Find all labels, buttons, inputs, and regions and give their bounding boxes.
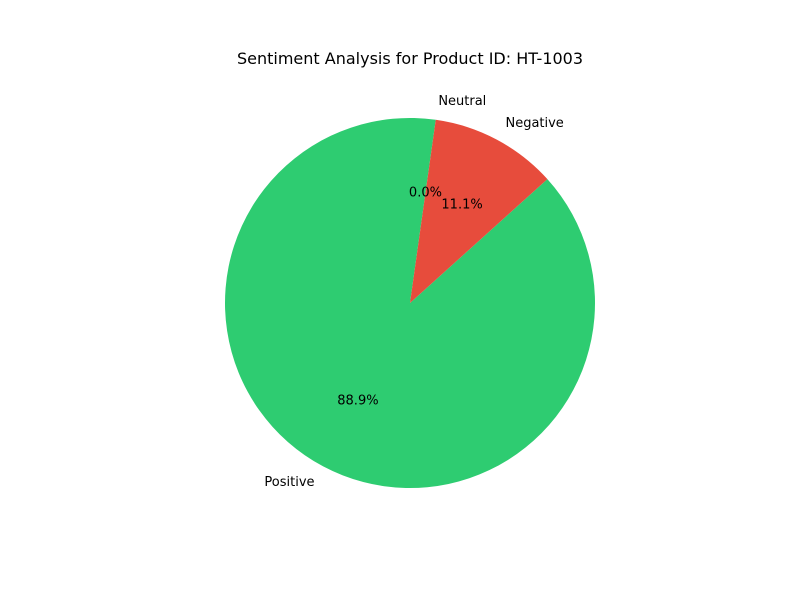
slice-label-negative: Negative: [505, 116, 563, 131]
slice-percent-neutral: 0.0%: [409, 186, 442, 201]
slice-percent-negative: 11.1%: [441, 197, 482, 212]
slice-label-positive: Positive: [264, 475, 314, 490]
pie-slices: [225, 118, 596, 489]
chart-title: Sentiment Analysis for Product ID: HT-10…: [237, 49, 583, 68]
slice-percent-positive: 88.9%: [337, 394, 378, 409]
pie-slice-negative: [410, 119, 548, 303]
pie-labels: Positive 88.9% Negative 11.1% Neutral 0.0%: [264, 94, 563, 490]
slice-label-neutral: Neutral: [438, 94, 486, 109]
